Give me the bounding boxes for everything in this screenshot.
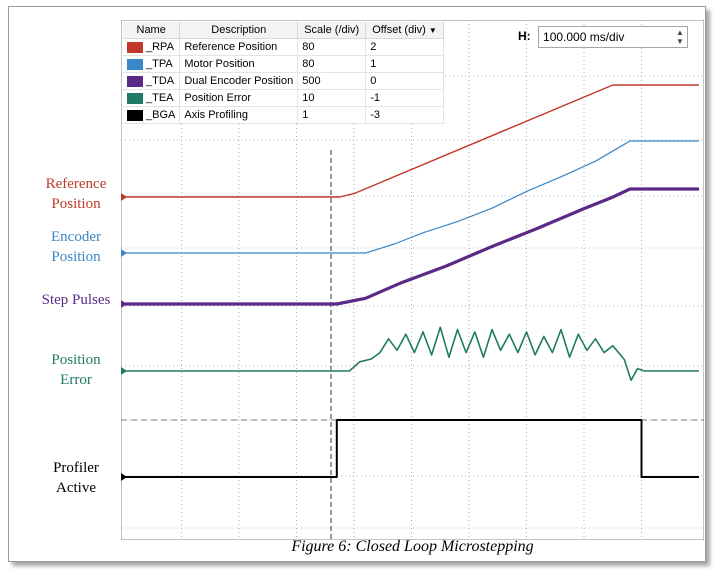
- reference-position-label: Reference Position: [45, 176, 107, 212]
- legend-header-description[interactable]: Description: [179, 22, 299, 39]
- legend-cell-name: _RPA: [123, 38, 181, 56]
- legend-cell-offset: 2: [365, 38, 444, 56]
- trace-error: [124, 326, 699, 382]
- trace-color-swatch: [127, 75, 143, 87]
- legend-cell-name: _TEA: [123, 89, 181, 107]
- legend-cell-scale: 10: [297, 89, 367, 107]
- step-pulses-label: Step Pulses: [41, 292, 111, 308]
- legend-header-name[interactable]: Name: [123, 22, 181, 39]
- legend-cell-description: Reference Position: [179, 38, 299, 56]
- trace-marker-step: [121, 300, 127, 308]
- horizontal-scale-control: H: 100.000 ms/div ▲ ▼: [518, 26, 689, 48]
- legend-cell-scale: 1: [297, 106, 367, 124]
- legend-cell-description: Position Error: [179, 89, 299, 107]
- legend-cell-description: Motor Position: [179, 55, 299, 73]
- encoder-position-label: Encoder Position: [51, 229, 101, 265]
- sort-desc-icon: ▼: [428, 26, 437, 35]
- trace-step: [124, 187, 699, 306]
- legend-cell-offset: -1: [365, 89, 444, 107]
- figure-caption: Figure 6: Closed Loop Microstepping: [291, 538, 534, 555]
- trace-color-swatch: [127, 92, 143, 104]
- legend-cell-scale: 80: [297, 38, 367, 56]
- legend-cell-description: Axis Profiling: [179, 106, 299, 124]
- trace-reference: [124, 84, 699, 198]
- legend-row[interactable]: _TPA Motor Position 80 1: [123, 55, 444, 73]
- legend-cell-offset: 0: [365, 72, 444, 90]
- profiler-active-label: Profiler Active: [53, 460, 99, 496]
- legend-cell-scale: 500: [297, 72, 367, 90]
- trace-marker-reference: [121, 193, 127, 201]
- spinner-icon[interactable]: ▲ ▼: [676, 28, 684, 46]
- horizontal-scale-input[interactable]: 100.000 ms/div ▲ ▼: [538, 26, 689, 48]
- legend-row[interactable]: _TEA Position Error 10 -1: [123, 89, 444, 107]
- trace-color-swatch: [127, 109, 143, 121]
- legend-cell-scale: 80: [297, 55, 367, 73]
- legend-cell-name: _TPA: [123, 55, 181, 73]
- legend-header-offset[interactable]: Offset (div) ▼: [365, 22, 444, 39]
- legend-cell-name: _BGA: [123, 106, 181, 124]
- legend-row[interactable]: _RPA Reference Position 80 2: [123, 38, 444, 56]
- position-error-label: Position Error: [51, 352, 101, 388]
- trace-marker-error: [121, 367, 127, 375]
- legend-row[interactable]: _BGA Axis Profiling 1 -3: [123, 106, 444, 124]
- trace-profiler: [124, 419, 699, 478]
- legend-cell-offset: -3: [365, 106, 444, 124]
- legend-cell-offset: 1: [365, 55, 444, 73]
- trace-color-swatch: [127, 41, 143, 53]
- trace-encoder: [124, 140, 699, 254]
- horizontal-scale-label: H:: [518, 29, 531, 44]
- trace-marker-profiler: [121, 473, 127, 481]
- legend-cell-description: Dual Encoder Position: [179, 72, 299, 90]
- trace-color-swatch: [127, 58, 143, 70]
- trace-legend-table: Name Description Scale (/div) Offset (di…: [123, 22, 444, 124]
- legend-header-scale[interactable]: Scale (/div): [297, 22, 367, 39]
- legend-row[interactable]: _TDA Dual Encoder Position 500 0: [123, 72, 444, 90]
- trace-marker-encoder: [121, 249, 127, 257]
- legend-cell-name: _TDA: [123, 72, 181, 90]
